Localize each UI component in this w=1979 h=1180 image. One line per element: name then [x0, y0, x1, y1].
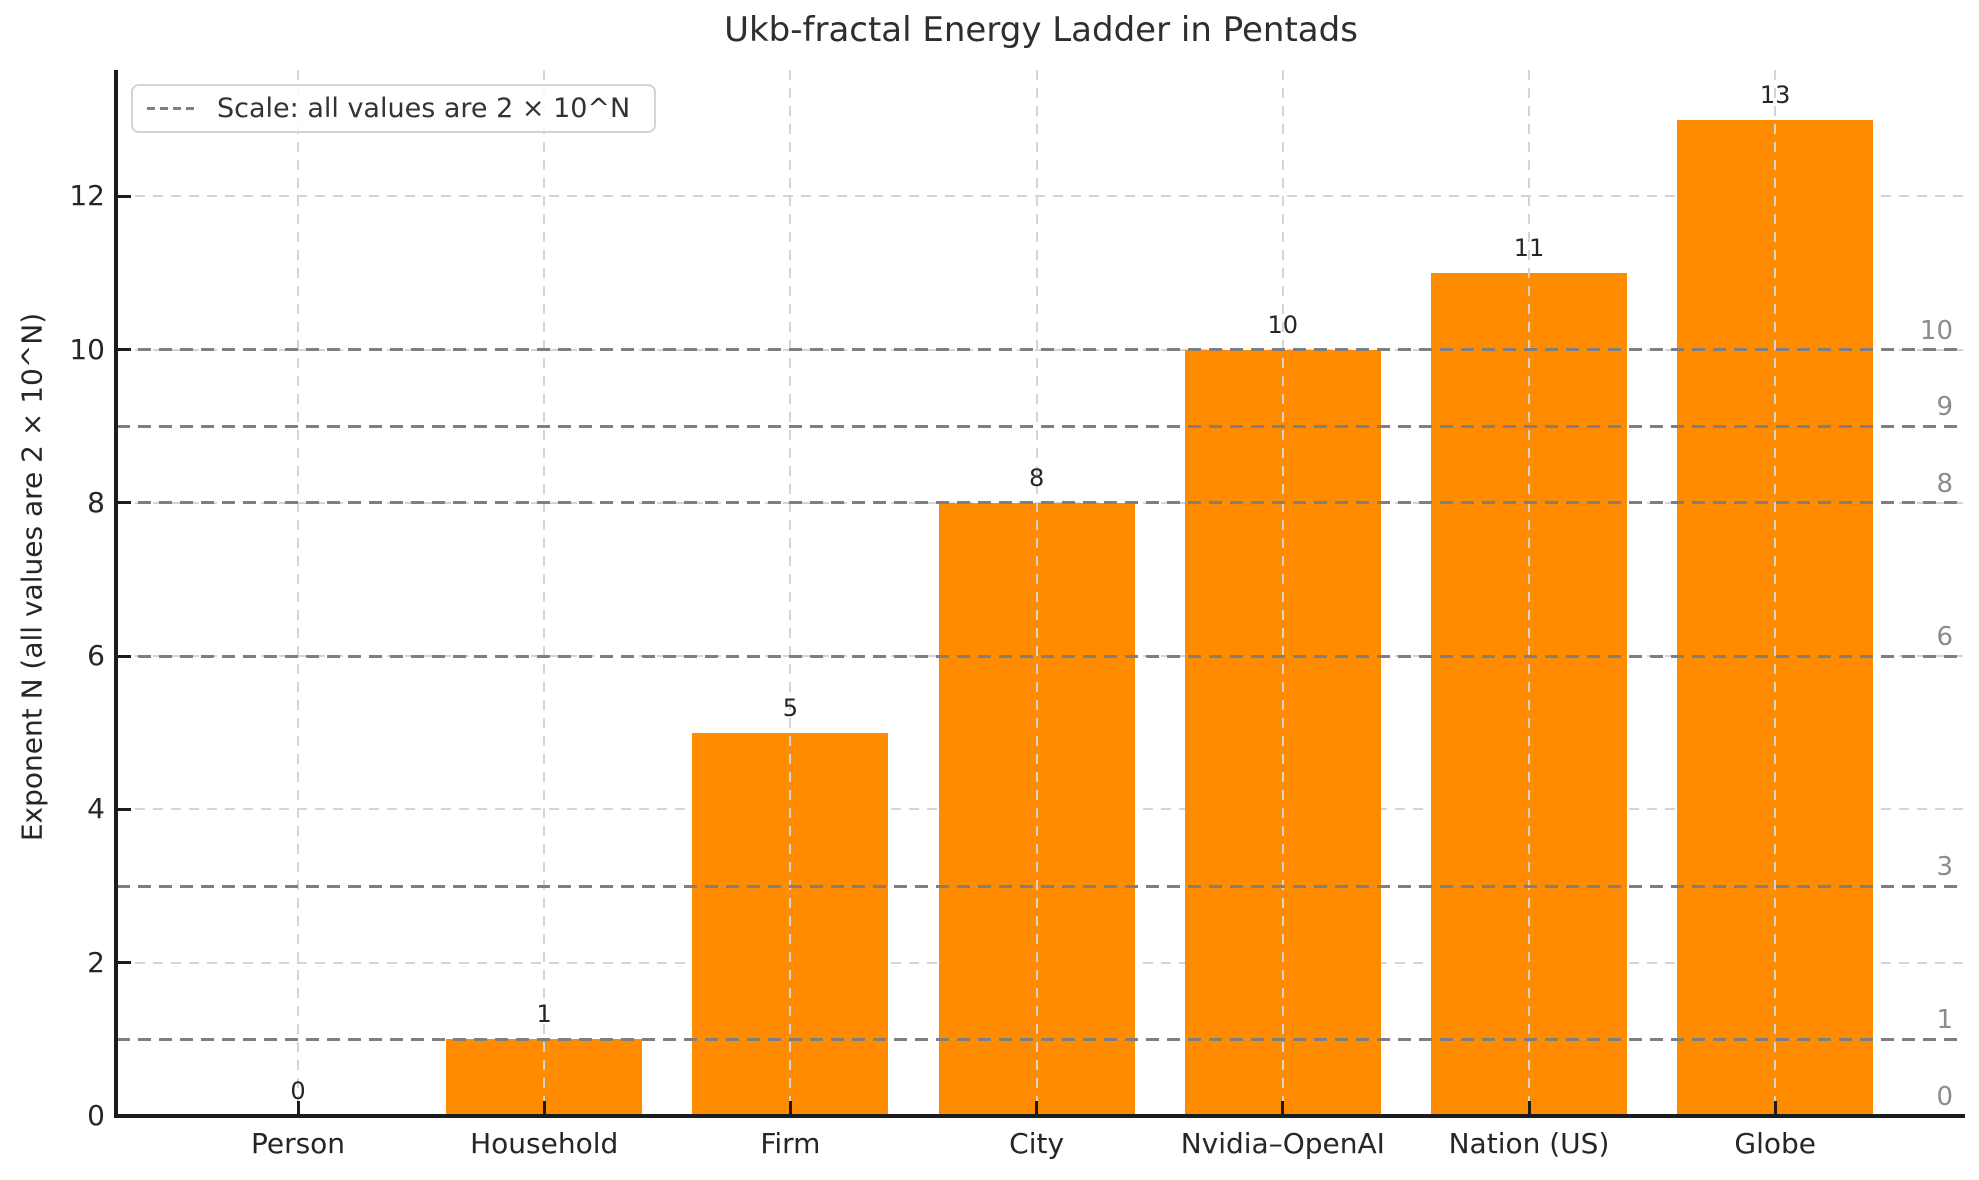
x-axis-spine	[114, 1114, 1965, 1118]
x-tick-nation-us	[1527, 1101, 1531, 1114]
gridline-x-nation-us	[1528, 70, 1530, 1116]
reference-label-8: 8	[1936, 468, 1953, 499]
gridline-x-globe	[1774, 70, 1777, 1116]
y-tick-6	[118, 654, 131, 658]
bar-value-label-person: 0	[290, 1077, 306, 1105]
gridline-x-city	[1035, 70, 1038, 1116]
bar-value-label-globe: 13	[1759, 80, 1791, 109]
y-tick-label-12: 12	[69, 179, 105, 213]
y-axis-label: Exponent N (all values are 2 × 10^N)	[15, 312, 49, 842]
x-tick-person	[296, 1101, 300, 1114]
reference-line-3	[117, 884, 1965, 888]
x-tick-firm	[788, 1101, 792, 1114]
gridline-x-person	[297, 70, 299, 1116]
y-tick-label-10: 10	[69, 332, 105, 366]
gridline-y-12	[117, 195, 1965, 198]
bar-value-label-nation-us: 11	[1513, 234, 1545, 263]
x-tick-label-city: City	[1009, 1127, 1065, 1160]
reference-label-0: 0	[1936, 1082, 1953, 1112]
x-tick-household	[542, 1101, 546, 1114]
y-tick-label-4: 4	[87, 792, 105, 826]
gridline-x-nvidia-openai	[1281, 70, 1284, 1116]
reference-line-6	[117, 654, 1965, 658]
y-tick-2	[118, 961, 131, 965]
bar-value-label-household: 1	[536, 1000, 552, 1029]
reference-line-9	[117, 424, 1965, 428]
y-tick-label-8: 8	[87, 485, 105, 519]
y-tick-label-6: 6	[87, 639, 105, 673]
x-tick-city	[1035, 1101, 1039, 1114]
reference-label-1: 1	[1936, 1005, 1953, 1036]
reference-label-3: 3	[1936, 852, 1953, 883]
bar-value-label-nvidia-openai: 10	[1267, 310, 1299, 339]
x-tick-nvidia-openai	[1281, 1101, 1285, 1114]
x-tick-label-globe: Globe	[1734, 1127, 1816, 1160]
x-tick-label-nation-us: Nation (US)	[1448, 1127, 1610, 1160]
legend: Scale: all values are 2 × 10^N	[131, 84, 656, 133]
reference-line-10	[117, 348, 1965, 352]
x-tick-label-person: Person	[250, 1127, 346, 1160]
reference-label-9: 9	[1936, 392, 1953, 423]
y-tick-label-0: 0	[87, 1099, 105, 1132]
y-tick-8	[118, 501, 131, 505]
reference-label-6: 6	[1936, 622, 1953, 653]
y-tick-label-2: 2	[87, 945, 105, 979]
gridline-x-firm	[789, 70, 792, 1116]
legend-label: Scale: all values are 2 × 10^N	[217, 93, 631, 124]
x-tick-label-nvidia-openai: Nvidia–OpenAI	[1180, 1127, 1385, 1160]
dashed-line-icon	[147, 107, 199, 110]
bar-value-label-firm: 5	[782, 693, 799, 722]
x-tick-label-firm: Firm	[760, 1127, 821, 1160]
y-axis-spine	[114, 70, 118, 1118]
chart-title: Ukb-fractal Energy Ladder in Pentads	[724, 10, 1358, 50]
reference-line-1	[117, 1037, 1965, 1041]
x-tick-label-household: Household	[470, 1127, 619, 1160]
bar-value-label-city: 8	[1028, 463, 1045, 492]
y-tick-12	[118, 194, 131, 198]
reference-line-8	[117, 501, 1965, 505]
y-tick-10	[118, 348, 131, 352]
y-tick-4	[118, 807, 131, 811]
reference-label-10: 10	[1919, 315, 1953, 346]
gridline-x-household	[543, 70, 546, 1116]
x-tick-globe	[1773, 1101, 1777, 1114]
